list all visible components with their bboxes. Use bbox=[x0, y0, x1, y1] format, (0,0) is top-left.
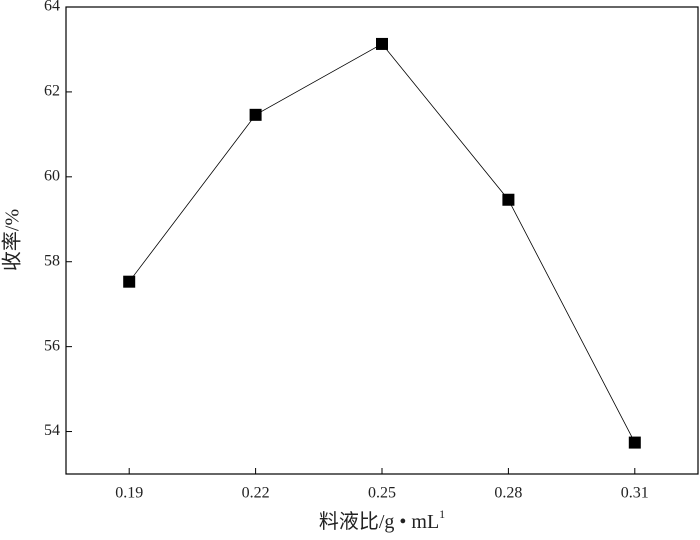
x-axis-label-sup: 1 bbox=[439, 507, 445, 521]
point-marker bbox=[628, 436, 641, 449]
y-tick-label: 56 bbox=[44, 337, 60, 354]
point-marker bbox=[502, 193, 515, 206]
x-tick-label: 0.31 bbox=[621, 485, 649, 502]
series-line bbox=[128, 43, 636, 443]
y-tick-label: 64 bbox=[44, 0, 60, 15]
x-tick-label: 0.25 bbox=[368, 485, 396, 502]
y-tick-label: 58 bbox=[44, 252, 60, 269]
x-tick-label: 0.19 bbox=[115, 485, 143, 502]
x-axis-label: 料液比/g • mL1 bbox=[319, 507, 445, 533]
x-tick-label: 0.22 bbox=[242, 485, 270, 502]
y-tick-label: 54 bbox=[44, 422, 60, 439]
y-tick-label: 62 bbox=[44, 83, 60, 100]
point-marker bbox=[123, 275, 136, 288]
y-tick-label: 60 bbox=[44, 167, 60, 184]
x-axis-label-text: 料液比/g • mL bbox=[319, 510, 439, 533]
point-marker bbox=[376, 37, 388, 50]
y-axis-label: 收率/% bbox=[1, 209, 24, 271]
point-marker bbox=[249, 108, 262, 121]
x-tick-label: 0.28 bbox=[494, 485, 522, 502]
